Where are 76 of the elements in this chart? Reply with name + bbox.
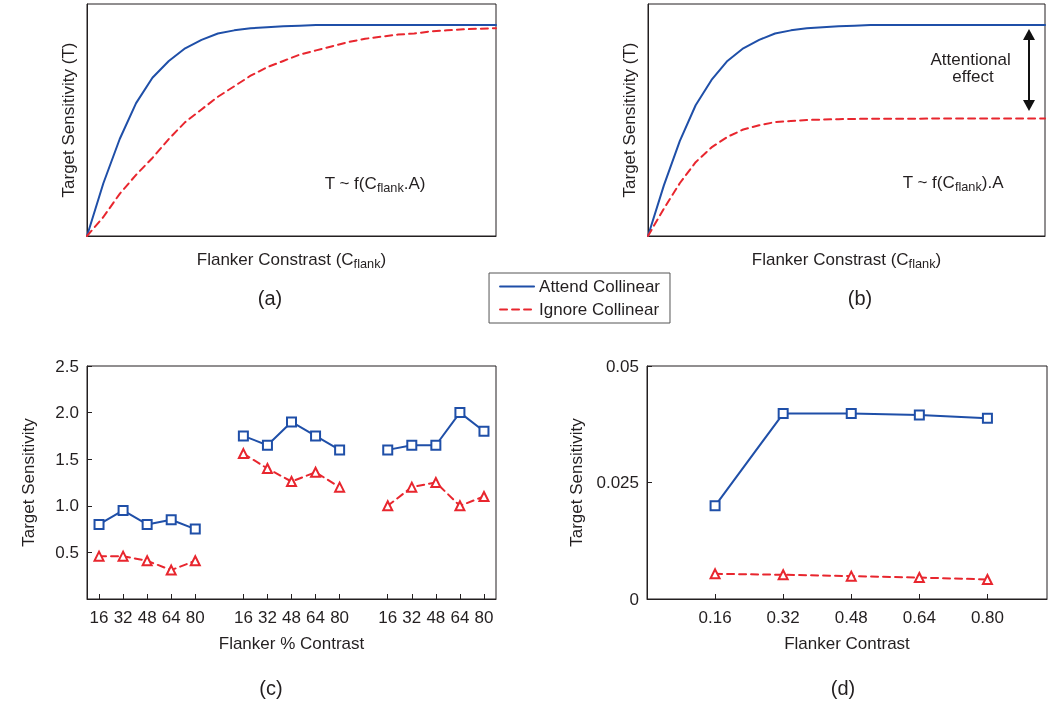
- point: [981, 573, 993, 585]
- x-axis-title: Flanker Contrast: [784, 634, 911, 653]
- point: [709, 568, 721, 580]
- point: [189, 523, 201, 535]
- point: [117, 550, 129, 562]
- point: [334, 481, 346, 493]
- x-tick-label: 0.48: [834, 608, 868, 627]
- x-tick-label: 16: [233, 608, 253, 627]
- point: [117, 504, 129, 516]
- x-tick-label: 0.64: [902, 608, 936, 627]
- point: [382, 500, 394, 512]
- point: [406, 481, 418, 493]
- point: [454, 500, 466, 512]
- legend-label: Ignore Collinear: [539, 300, 660, 319]
- point: [382, 444, 394, 456]
- point: [334, 444, 346, 456]
- x-axis-title: Flanker % Contrast: [218, 634, 365, 653]
- x-tick-label: 16: [89, 608, 109, 627]
- point: [406, 439, 418, 451]
- x-tick-label: 48: [137, 608, 157, 627]
- text: (d): [830, 677, 856, 699]
- x-tick-label: 64: [450, 608, 470, 627]
- text: (b): [847, 287, 873, 309]
- text: (c): [259, 677, 283, 699]
- y-tick-label: 0: [629, 589, 639, 609]
- point: [93, 550, 105, 562]
- x-tick-label: 80: [474, 608, 494, 627]
- y-tick-label: 0.5: [55, 542, 79, 562]
- x-tick-label: 64: [161, 608, 181, 627]
- y-tick-label: 1.0: [55, 496, 79, 516]
- point: [845, 408, 857, 420]
- x-tick-label: 48: [282, 608, 301, 627]
- point: [141, 518, 153, 530]
- x-tick-label: 32: [113, 608, 133, 627]
- point: [845, 570, 857, 582]
- text: (a): [257, 287, 283, 309]
- x-tick-label: 32: [402, 608, 422, 627]
- point: [454, 407, 466, 419]
- y-tick-label: 1.5: [55, 449, 79, 469]
- y-axis-title: Target Sensitivity: [19, 417, 38, 547]
- point: [777, 569, 789, 581]
- point: [165, 564, 177, 576]
- point: [310, 430, 322, 442]
- point: [430, 439, 442, 451]
- y-tick-label: 0.025: [596, 473, 639, 492]
- point: [478, 425, 490, 437]
- point: [310, 466, 322, 478]
- x-tick-label: 0.32: [766, 608, 800, 627]
- y-axis-title: Target Sensitivity (T): [620, 42, 639, 198]
- y-axis-title: Target Sensitivity (T): [59, 42, 78, 198]
- x-tick-label: 32: [257, 608, 277, 627]
- x-tick-label: 64: [306, 608, 326, 627]
- x-tick-label: 0.80: [970, 608, 1004, 627]
- point: [981, 412, 993, 424]
- point: [777, 408, 789, 420]
- x-tick-label: 80: [185, 608, 205, 627]
- point: [286, 416, 297, 428]
- point: [189, 555, 201, 567]
- legend-label: Attend Collinear: [539, 277, 661, 296]
- point: [165, 514, 177, 526]
- x-tick-label: 80: [330, 608, 350, 627]
- point: [93, 518, 105, 530]
- x-tick-label: 48: [426, 608, 446, 627]
- point: [237, 430, 249, 442]
- point: [141, 555, 153, 567]
- x-tick-label: 0.16: [698, 608, 732, 627]
- point: [913, 409, 925, 421]
- point: [478, 490, 490, 502]
- y-tick-label: 2.0: [55, 403, 79, 423]
- x-tick-label: 16: [378, 608, 398, 627]
- y-tick-label: 2.5: [55, 356, 79, 376]
- point: [261, 439, 273, 451]
- point: [709, 500, 721, 512]
- annotation: Attentional effect: [930, 50, 1016, 86]
- y-axis-title: Target Sensitivity: [567, 417, 586, 547]
- y-tick-label: 0.05: [605, 356, 639, 376]
